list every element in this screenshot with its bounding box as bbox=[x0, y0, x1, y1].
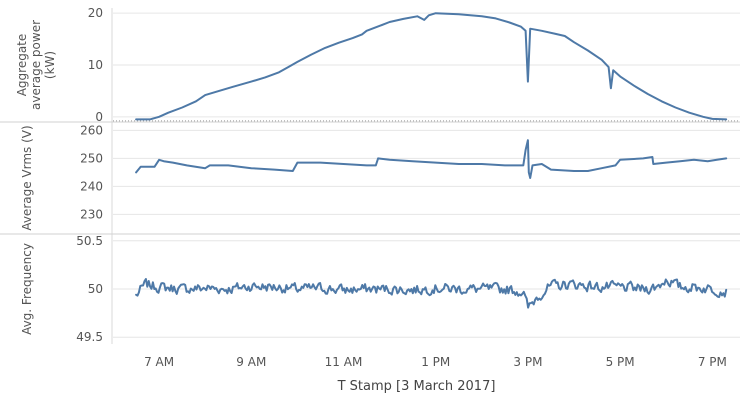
panel-1: 0 10 20 Aggregateaverage power(kW) bbox=[15, 6, 740, 124]
series-line bbox=[135, 278, 728, 309]
y-axis-title-line: Average Vrms (V) bbox=[20, 125, 34, 230]
x-tick-label: 5 PM bbox=[606, 355, 635, 369]
x-axis: 7 AM 9 AM 11 AM 1 PM 3 PM 5 PM 7 PM T Stamp [3 … bbox=[144, 355, 727, 394]
y-tick-label: 50.5 bbox=[76, 234, 103, 248]
y-tick-label: 250 bbox=[80, 151, 103, 165]
x-tick-label: 11 AM bbox=[325, 355, 363, 369]
y-tick-label: 0 bbox=[95, 110, 103, 124]
x-tick-label: 7 AM bbox=[144, 355, 174, 369]
panel-2: 230 240 250 260 Average Vrms (V) bbox=[20, 123, 740, 231]
y-axis-title: Avg. Frequency bbox=[20, 243, 34, 335]
y-tick-label: 10 bbox=[88, 58, 103, 72]
y-axis-title: Average Vrms (V) bbox=[20, 125, 34, 230]
y-tick-label: 20 bbox=[88, 6, 103, 20]
x-tick-label: 3 PM bbox=[513, 355, 542, 369]
y-tick-label: 230 bbox=[80, 207, 103, 221]
y-axis-title-line: (kW) bbox=[43, 51, 57, 79]
x-tick-label: 7 PM bbox=[698, 355, 727, 369]
y-tick-label: 260 bbox=[80, 123, 103, 137]
series-line bbox=[135, 12, 728, 121]
y-tick-label: 240 bbox=[80, 179, 103, 193]
series-line bbox=[135, 139, 728, 179]
x-axis-title: T Stamp [3 March 2017] bbox=[337, 379, 496, 394]
x-tick-label: 9 AM bbox=[236, 355, 266, 369]
y-axis-title-line: Aggregate bbox=[15, 34, 29, 97]
y-tick-label: 50 bbox=[88, 282, 103, 296]
y-axis-title-line: average power bbox=[29, 20, 43, 110]
y-tick-label: 49.5 bbox=[76, 330, 103, 344]
y-axis-title: Aggregateaverage power(kW) bbox=[15, 20, 57, 110]
panel-3: 49.5 50 50.5 Avg. Frequency bbox=[20, 234, 740, 344]
y-axis-title-line: Avg. Frequency bbox=[20, 243, 34, 335]
x-tick-label: 1 PM bbox=[421, 355, 450, 369]
